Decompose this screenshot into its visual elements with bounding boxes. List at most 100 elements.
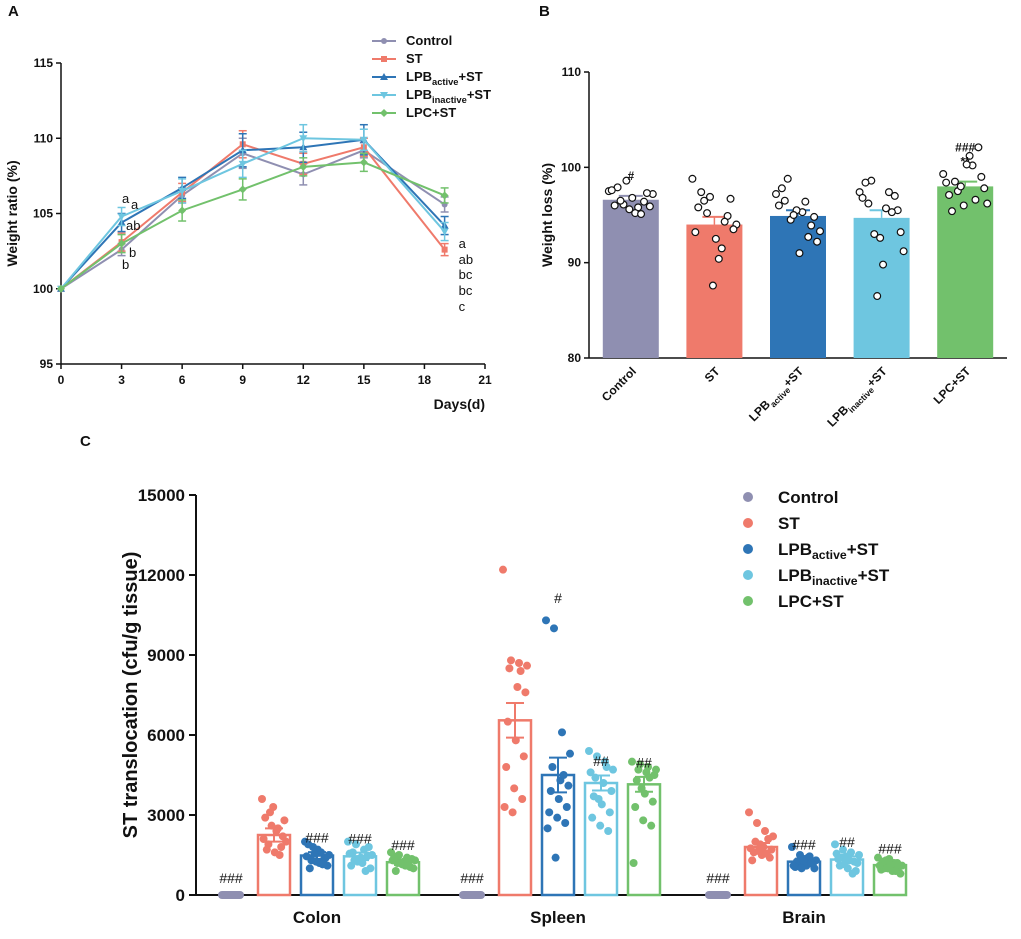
sig-letter-day3: a [122,191,130,206]
data-point [505,664,514,673]
data-point [511,736,520,745]
data-point-LPC [299,162,308,171]
data-point [388,856,397,865]
legend-label: Control [778,488,838,507]
data-point [799,856,808,865]
sig-letter-day19: c [459,299,466,314]
data-point [344,837,352,846]
data-point [694,203,703,212]
sig-letter-day19: a [459,236,467,251]
data-point [302,852,311,861]
data-point [508,808,517,817]
x-tick-label: 0 [58,373,65,387]
data-point [510,784,519,793]
data-point [832,849,841,858]
x-category-label: LPBactive+ST [746,364,809,427]
data-point [855,851,863,859]
x-tick-label: 15 [357,373,371,387]
data-point [813,237,822,246]
data-point [502,763,511,771]
data-point [873,292,882,301]
data-point [703,209,712,218]
data-point [396,859,405,867]
data-point [634,765,643,774]
data-point [795,249,804,258]
data-point [559,771,568,779]
data-point-LPB_inactive [359,136,368,144]
data-point [745,808,753,817]
y-tick-label: 110 [34,131,54,145]
data-point [637,210,646,219]
y-tick-label: 100 [561,160,581,174]
data-point [850,857,859,866]
data-point [942,178,951,187]
y-tick-label: 95 [40,357,54,371]
data-point [788,843,796,851]
data-point [609,765,617,774]
data-point [956,182,965,191]
data-point [714,254,723,263]
sig-letter-day19: ab [459,252,473,267]
sig-letter-day19: bc [459,283,473,298]
data-point-LPC [440,191,449,200]
data-point [391,867,400,875]
data-point-ST [441,246,448,253]
data-point [515,659,523,667]
data-point [879,260,888,269]
data-point [591,773,600,782]
data-point [864,199,873,208]
data-point [642,189,651,198]
data-point [516,667,525,675]
data-point [761,827,769,835]
data-point [753,819,761,827]
data-point [789,861,798,870]
data-point [261,813,270,822]
data-point [974,143,983,152]
data-point [363,852,372,861]
data-point [939,170,948,179]
data-point [507,656,515,665]
significance-mark: ** [961,155,971,169]
data-point [275,851,284,859]
data-point [648,797,657,806]
data-point [622,176,631,185]
x-category-label: LPC+ST [931,364,974,407]
data-point [884,188,893,197]
bar-Control [459,891,485,899]
data-point [628,757,636,766]
y-axis-title: ST translocation (cfu/g tissue) [120,552,142,839]
sig-letter-day3: b [122,257,129,272]
data-point [602,763,611,771]
data-point [804,232,813,241]
y-tick-label: 105 [33,207,53,221]
data-point [546,787,555,795]
legend-marker [743,596,753,606]
y-tick-label: 6000 [147,726,185,745]
data-point [599,779,608,787]
legend-label: LPBactive+ST [406,69,483,87]
significance-mark: ### [460,870,484,886]
x-tick-label: 6 [179,373,186,387]
data-point [610,201,619,210]
data-point [312,857,321,866]
data-point [831,840,839,849]
data-point [789,211,798,220]
data-point-LPC [57,284,65,293]
legend-marker [743,492,753,502]
data-point [318,860,327,869]
significance-mark: ### [219,870,243,886]
data-point [764,835,773,843]
bar-LPC [626,783,662,897]
data-point [801,197,810,206]
data-point [965,151,974,160]
data-point [762,849,771,858]
data-point [551,853,560,862]
data-point [542,616,550,625]
data-point [566,749,574,758]
data-point [632,776,641,785]
data-point [585,747,593,755]
data-point [586,768,595,777]
data-point [887,208,896,217]
x-category-label: LPBinactive+ST [824,364,892,432]
bar-LPB_active [770,215,826,358]
